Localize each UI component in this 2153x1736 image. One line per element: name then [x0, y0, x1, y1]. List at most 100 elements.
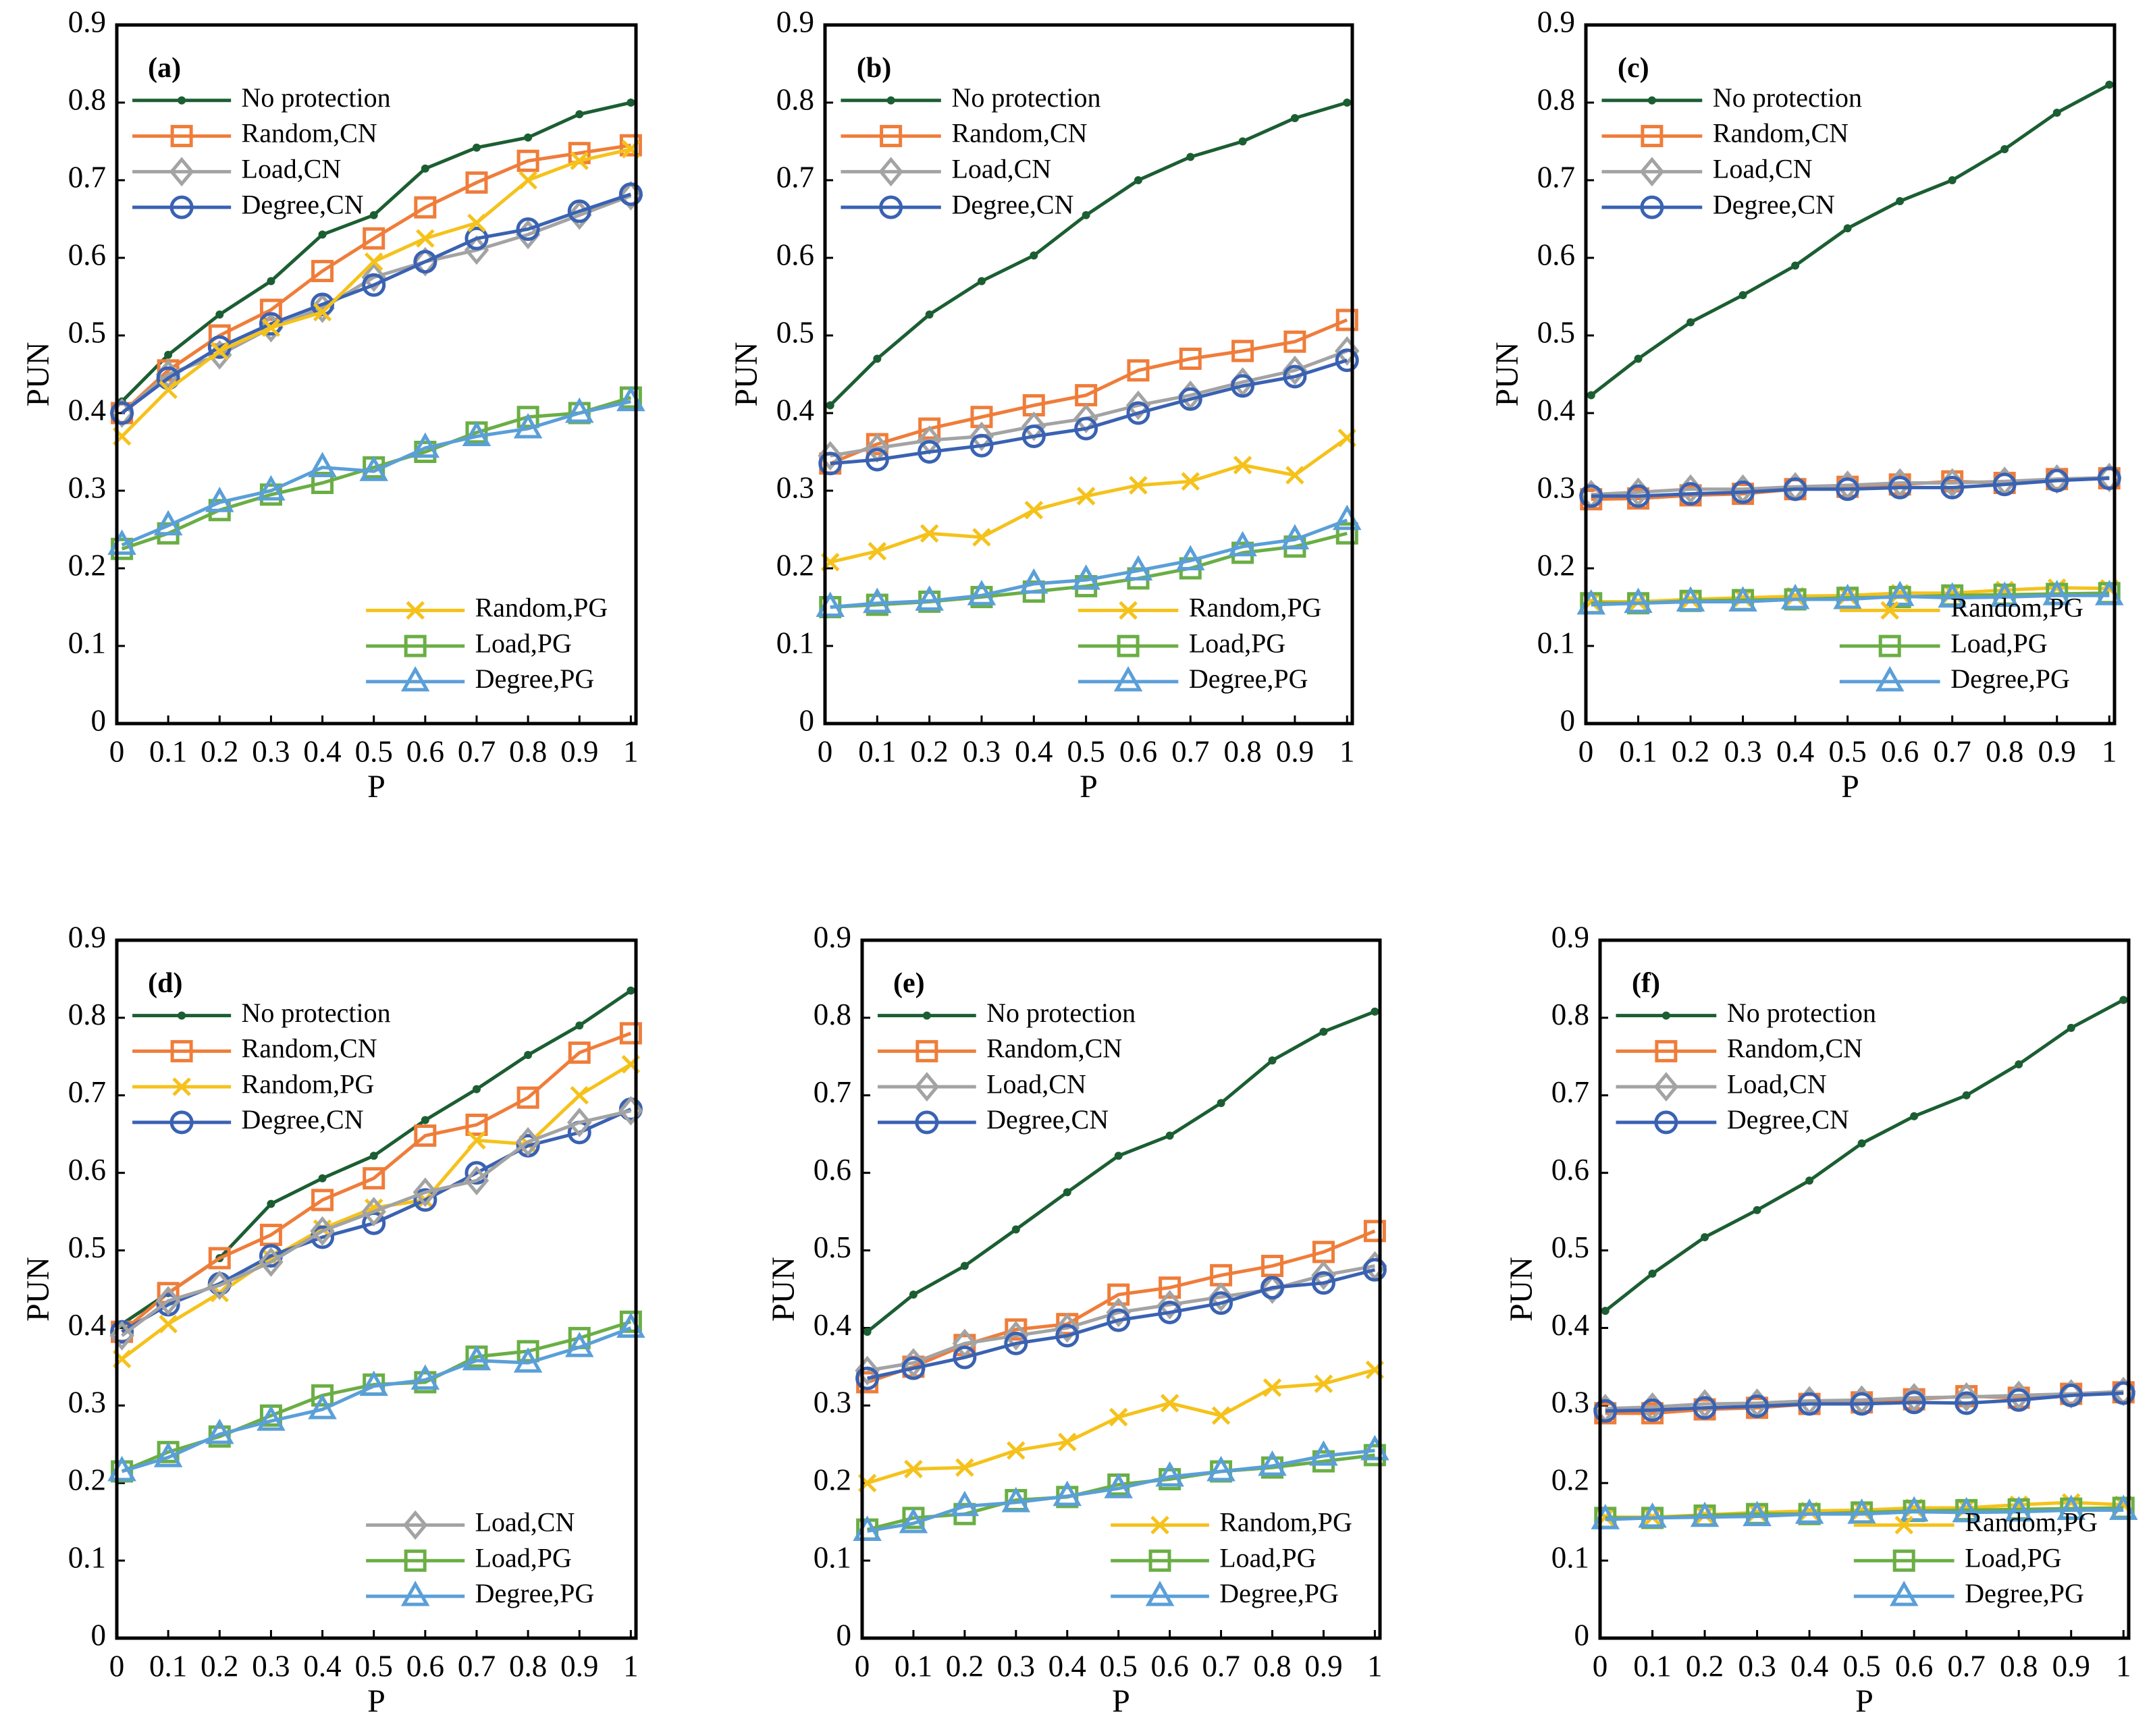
marker-triangle: [1155, 1461, 1184, 1487]
x-tick-label: 0.7: [1171, 734, 1209, 768]
y-tick-label: 0.5: [776, 315, 814, 349]
marker-x: [159, 1314, 178, 1334]
x-tick-label: 0.3: [1738, 1649, 1776, 1683]
y-tick-label: 0: [91, 703, 107, 737]
x-tick-label: 1: [623, 734, 639, 768]
marker-dot: [1805, 1176, 1814, 1185]
x-tick-label: 0: [1593, 1649, 1608, 1683]
marker-square: [311, 1189, 334, 1212]
x-tick-label: 0.4: [1790, 1649, 1828, 1683]
y-tick-label: 0.2: [68, 548, 106, 582]
marker-x: [406, 601, 425, 620]
axes-frame: [823, 23, 1354, 726]
marker-dot: [267, 277, 275, 286]
marker-dot: [1648, 1270, 1657, 1278]
marker-dot: [421, 164, 429, 173]
x-tick-label: 0.6: [406, 1649, 444, 1683]
y-tick-label: 0.1: [776, 626, 814, 659]
marker-dot: [886, 96, 895, 105]
x-tick-label: 0.9: [2038, 734, 2076, 768]
series-line: [1591, 477, 2110, 498]
marker-circle: [1260, 1276, 1285, 1300]
marker-x: [1007, 1441, 1026, 1460]
legend-label: Random,CN: [1713, 118, 1849, 148]
x-tick-label: 0.6: [1881, 734, 1919, 768]
y-tick-label: 0.4: [1537, 393, 1575, 427]
y-tick-label: 0: [91, 1618, 107, 1652]
marker-diamond: [1003, 1321, 1029, 1351]
marker-square: [915, 1039, 938, 1062]
y-tick-label: 0.6: [1551, 1153, 1589, 1187]
legend-label: Random,CN: [242, 1033, 377, 1064]
x-tick-label: 0.2: [1672, 734, 1709, 768]
marker-triangle: [1875, 666, 1905, 692]
x-tick-label: 0.6: [406, 734, 444, 768]
marker-x: [1057, 1432, 1077, 1452]
legend-label: Degree,CN: [1713, 189, 1835, 219]
marker-x: [313, 302, 332, 322]
marker-x: [467, 213, 486, 233]
series-line: [1605, 1390, 2124, 1411]
marker-triangle: [2056, 1494, 2086, 1520]
marker-triangle: [2004, 1496, 2034, 1522]
marker-square: [1892, 1549, 1915, 1572]
x-tick-label: 0.3: [963, 734, 1001, 768]
x-axis-label: P: [1841, 769, 1859, 805]
marker-circle: [169, 195, 194, 219]
legend-label: Load,CN: [242, 154, 342, 184]
y-tick-label: 0.6: [68, 238, 106, 271]
marker-triangle: [1728, 586, 1757, 612]
marker-x: [172, 1077, 191, 1096]
marker-dot: [1601, 1307, 1610, 1315]
marker-square: [1641, 125, 1664, 148]
marker-dot: [1662, 1011, 1670, 1020]
marker-diamond: [207, 1270, 232, 1301]
series-line: [867, 1268, 1376, 1380]
x-tick-label: 0.9: [560, 734, 598, 768]
marker-diamond: [1260, 1274, 1285, 1304]
marker-circle: [2111, 1381, 2135, 1405]
x-tick-label: 0.4: [1015, 734, 1053, 768]
y-tick-label: 0.7: [1537, 160, 1575, 194]
marker-circle: [2097, 466, 2121, 491]
marker-circle: [1745, 1394, 1770, 1418]
marker-dot: [1701, 1233, 1709, 1242]
legend-label: Degree,PG: [1950, 663, 2070, 694]
marker-triangle: [2042, 580, 2072, 605]
y-tick-label: 0: [799, 703, 815, 737]
axes-frame: [860, 938, 1382, 1640]
legend-label: Random,CN: [242, 118, 377, 148]
x-tick-label: 0.1: [149, 1649, 187, 1683]
marker-dot: [215, 310, 224, 319]
y-tick-label: 0.5: [1537, 315, 1575, 349]
marker-square: [1335, 522, 1358, 545]
y-tick-label: 0: [1560, 703, 1576, 737]
marker-square: [918, 417, 941, 440]
marker-triangle: [1889, 1580, 1919, 1606]
series-line: [1605, 1391, 2124, 1413]
marker-x: [920, 524, 939, 543]
marker-circle: [1055, 1324, 1080, 1348]
marker-dot: [2015, 1060, 2023, 1068]
marker-square: [619, 1310, 642, 1333]
marker-dot: [1910, 1112, 1919, 1120]
marker-square: [1363, 1220, 1386, 1243]
panel-label: (d): [148, 968, 182, 999]
marker-triangle: [513, 412, 543, 439]
x-tick-label: 0.5: [355, 1649, 393, 1683]
y-tick-label: 0.9: [68, 920, 106, 954]
x-tick-label: 0.3: [1724, 734, 1761, 768]
x-tick-label: 0.3: [252, 1649, 290, 1683]
marker-square: [404, 634, 427, 657]
x-tick-label: 0.4: [303, 1649, 341, 1683]
legend-label: Load,PG: [475, 1542, 572, 1573]
marker-circle: [1579, 484, 1603, 508]
marker-square: [465, 171, 488, 194]
marker-diamond: [413, 1177, 438, 1208]
x-axis-label: P: [1112, 1683, 1130, 1719]
marker-dot: [1268, 1056, 1277, 1065]
marker-square: [568, 1041, 591, 1064]
marker-square: [1179, 348, 1202, 370]
marker-diamond: [310, 1216, 335, 1246]
